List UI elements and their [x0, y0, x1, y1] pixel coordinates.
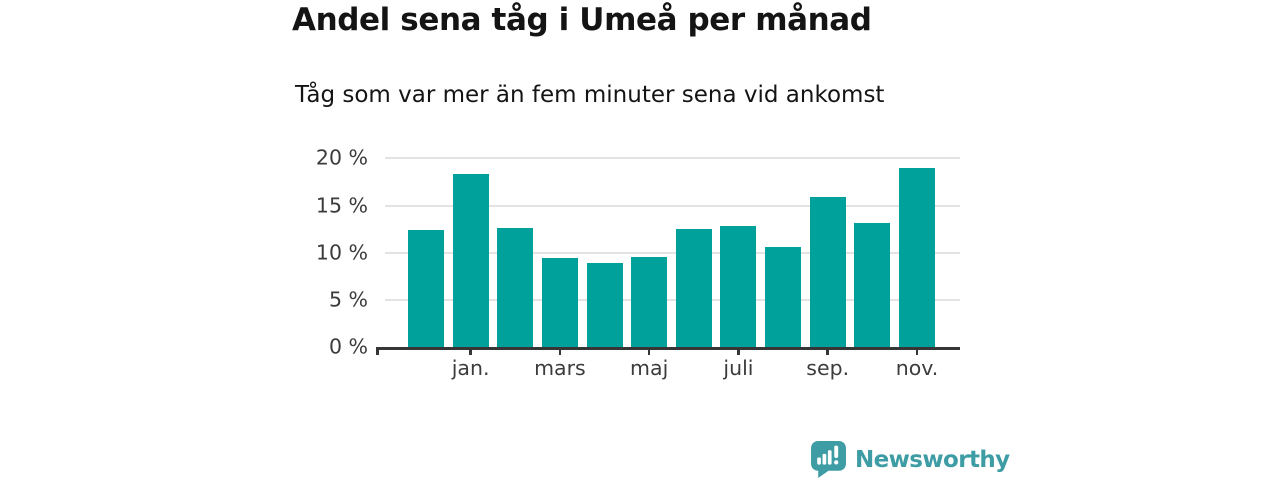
- bar-month-3: [541, 258, 578, 347]
- gridline-20: [385, 157, 960, 160]
- y-tick-label: 10 %: [315, 240, 368, 265]
- x-tick-label: jan.: [451, 356, 490, 380]
- x-tick-label: mars: [534, 356, 586, 380]
- bar-month-9: [809, 197, 846, 347]
- y-tick-label: 5 %: [328, 287, 368, 312]
- x-axis-tick: [647, 347, 651, 355]
- y-tick-label: 20 %: [315, 145, 368, 170]
- x-axis-tick: [737, 347, 740, 355]
- x-axis-tick: [469, 347, 472, 355]
- bar-month-7: [720, 226, 757, 347]
- x-axis-tick: [915, 347, 919, 355]
- axis-start-tick: [376, 347, 379, 355]
- chart-subtitle: Tåg som var mer än fem minuter sena vid …: [295, 82, 885, 108]
- y-tick-label: 15 %: [315, 193, 368, 218]
- x-tick-label: maj: [630, 356, 669, 380]
- x-axis-tick: [826, 347, 829, 355]
- bar-month-4: [586, 263, 623, 347]
- bar-month-2: [497, 228, 534, 347]
- newsworthy-logo: Newsworthy: [811, 441, 1010, 478]
- gridline-15: [385, 204, 960, 207]
- x-tick-label: juli: [723, 356, 754, 380]
- bar-month-1: [452, 174, 489, 347]
- bar-month-6: [675, 229, 712, 347]
- newsworthy-wordmark: Newsworthy: [855, 446, 1010, 473]
- newsworthy-icon: [811, 441, 846, 478]
- bar-month-5: [631, 256, 668, 347]
- bar-chart-plot: 0 % 5 % 10 % 15 % 20 % jan. mars maj juli sep. nov…: [316, 146, 960, 380]
- bar-month-10: [854, 222, 891, 347]
- bar-month-0: [408, 230, 444, 347]
- x-tick-label: sep.: [806, 356, 850, 380]
- x-tick-label: nov.: [895, 356, 939, 380]
- chart-title: Andel sena tåg i Umeå per månad: [292, 2, 872, 38]
- bar-month-11: [899, 167, 935, 347]
- bar-month-8: [765, 247, 802, 347]
- y-tick-label: 0 %: [328, 334, 368, 359]
- x-axis-line: [376, 347, 960, 350]
- x-axis-tick: [558, 347, 562, 355]
- gridline-5: [385, 298, 960, 301]
- gridline-10: [385, 251, 960, 254]
